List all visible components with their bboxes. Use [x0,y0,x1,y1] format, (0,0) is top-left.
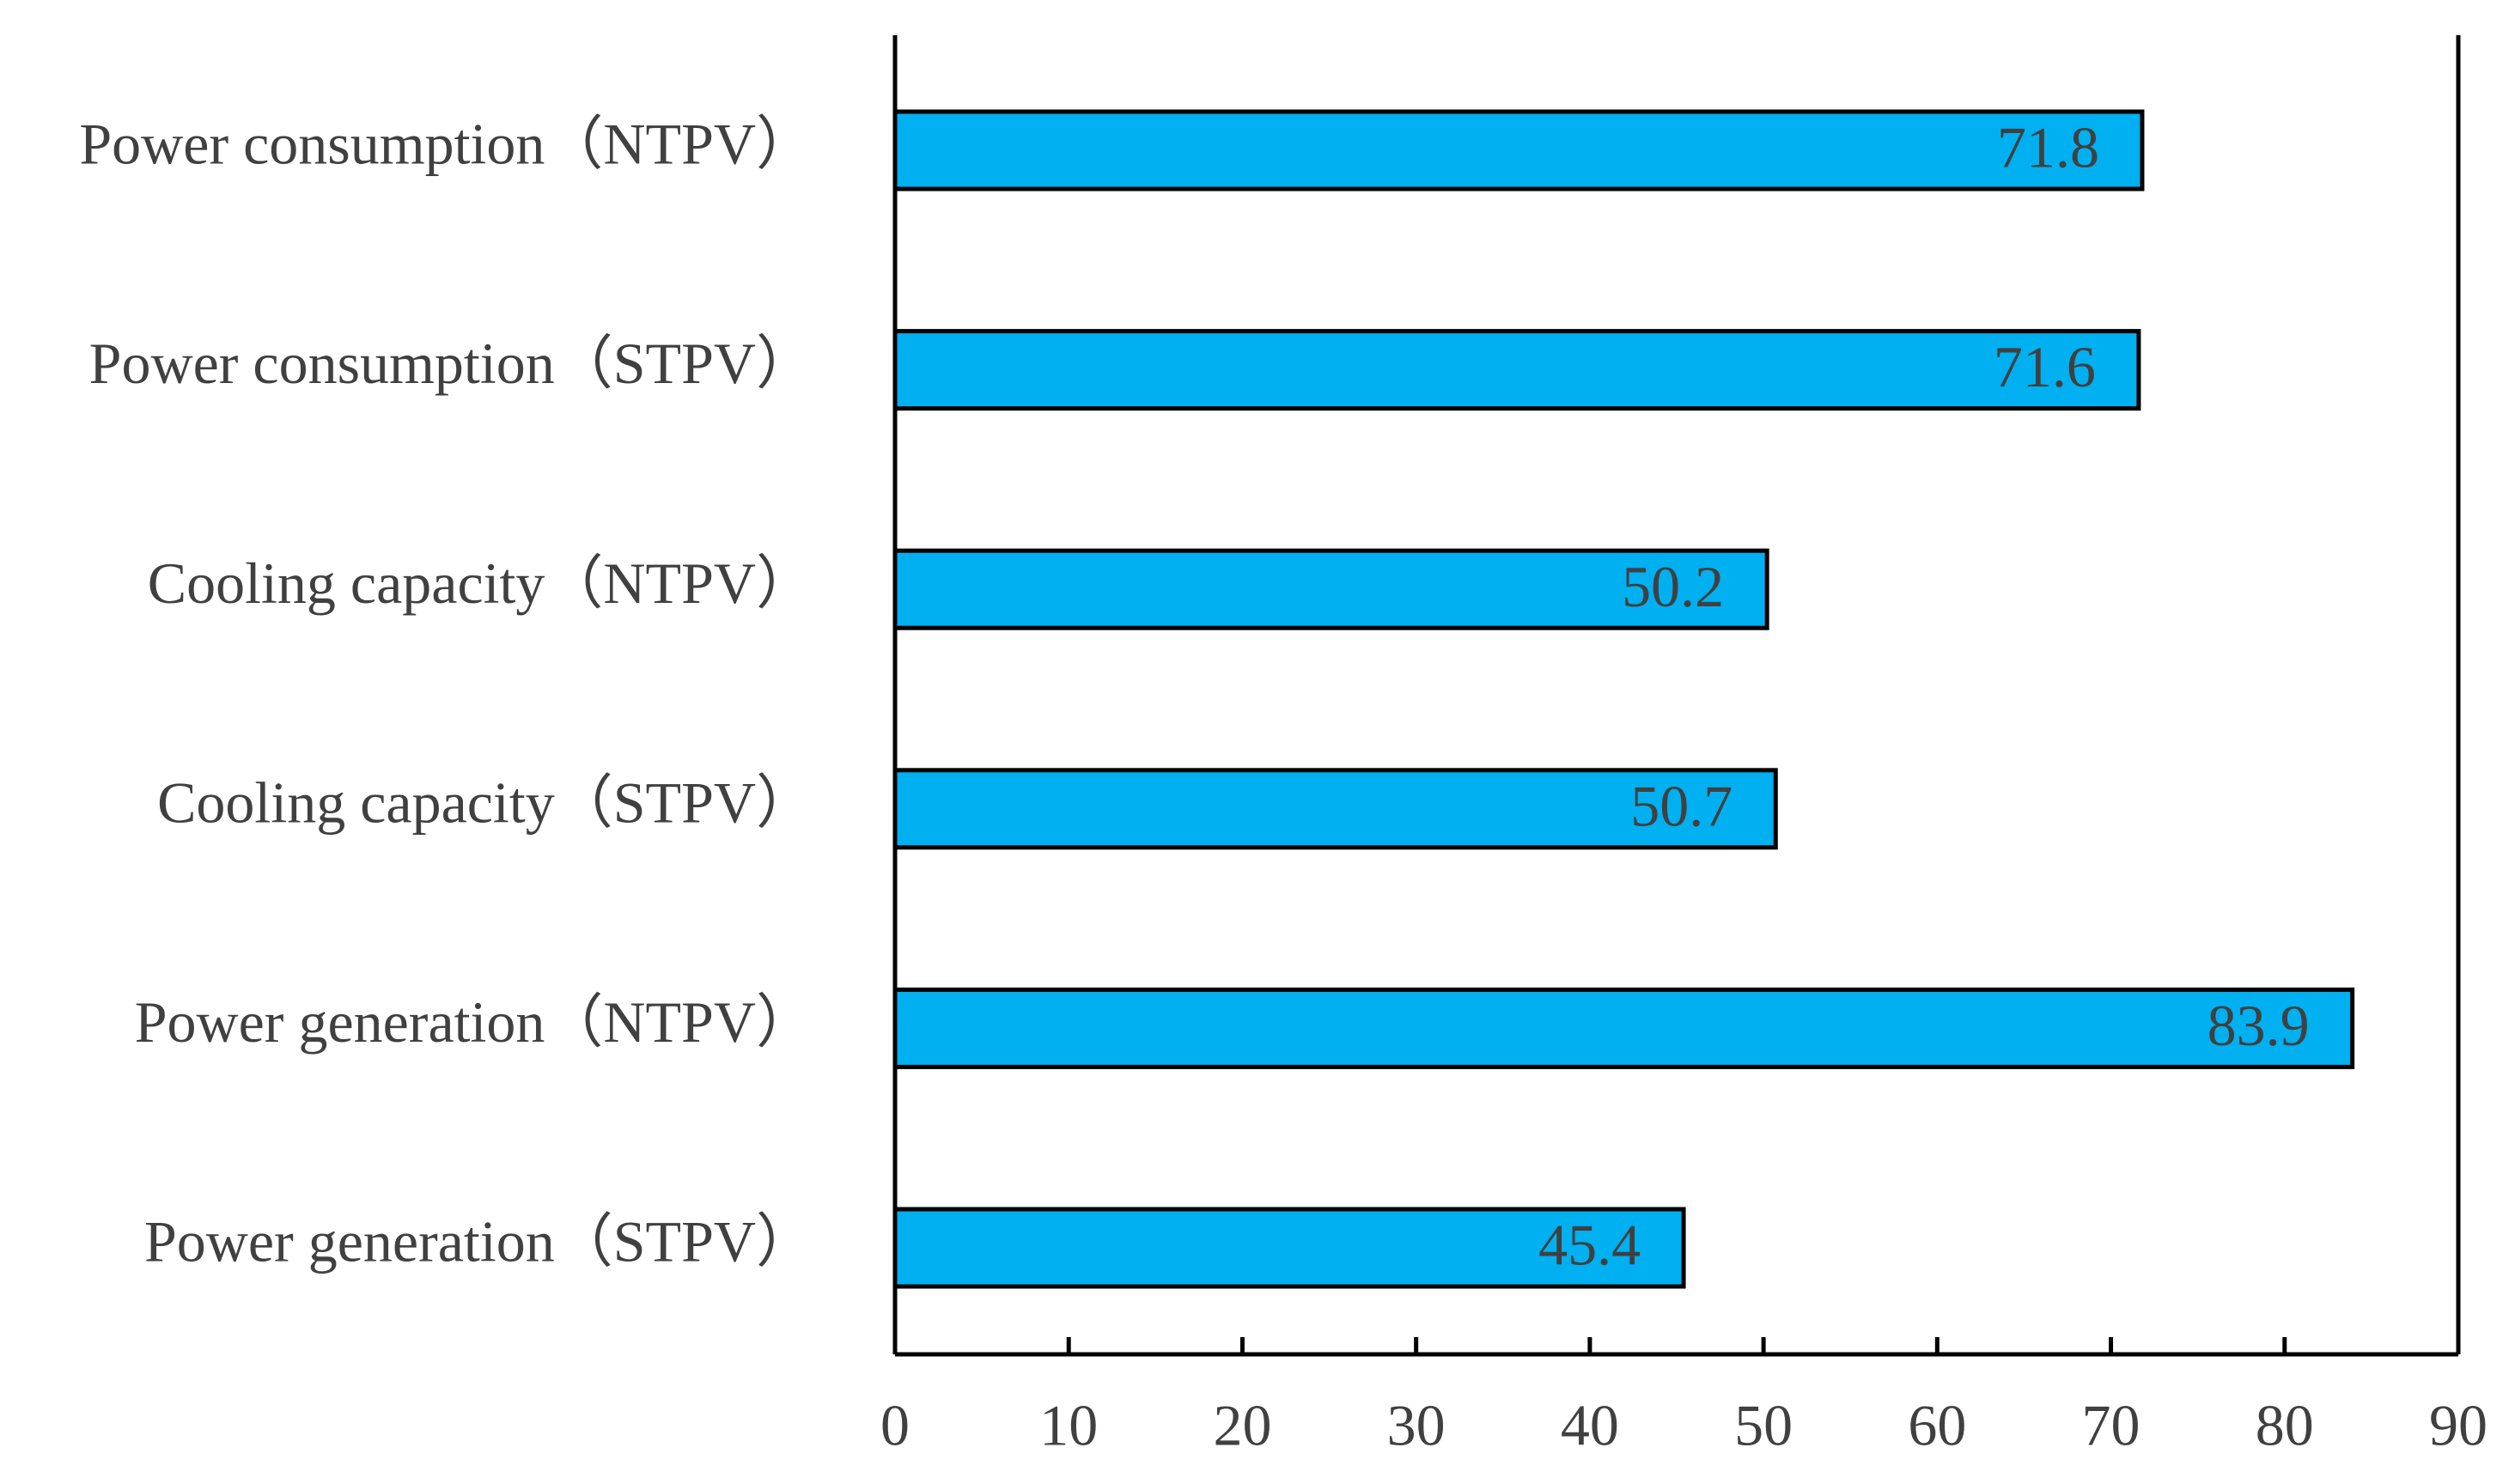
value-label: 50.7 [1630,773,1732,838]
x-tick-label: 90 [2429,1393,2488,1458]
bar [892,329,2141,411]
x-tick-label: 40 [1561,1393,1619,1458]
value-label: 71.6 [1994,334,2096,399]
x-tick-label: 30 [1387,1393,1446,1458]
bar [892,1207,1686,1289]
x-tick-label: 70 [2082,1393,2140,1458]
bar [892,768,1778,850]
y-tick-label: Power generation（NTPV） [135,989,814,1055]
x-tick-label: 10 [1039,1393,1098,1458]
x-tick-label: 80 [2256,1393,2314,1458]
bar [892,987,2355,1069]
bar [892,548,1769,630]
x-tick-label: 50 [1734,1393,1793,1458]
y-tick-label: Cooling capacity（NTPV） [148,550,814,616]
x-tick-label: 60 [1908,1393,1966,1458]
bar [892,109,2145,192]
value-label: 45.4 [1538,1213,1641,1278]
y-tick-label: Power consumption（NTPV） [79,112,814,177]
x-tick-label: 0 [880,1393,910,1458]
y-tick-label: Power generation（STPV） [144,1209,814,1274]
x-tick-label: 20 [1213,1393,1271,1458]
value-label: 83.9 [2207,993,2310,1058]
value-label: 50.2 [1622,554,1724,619]
y-tick-label: Cooling capacity（STPV） [157,769,814,835]
y-tick-label: Power consumption（STPV） [89,331,814,396]
value-label: 71.8 [1997,115,2099,180]
